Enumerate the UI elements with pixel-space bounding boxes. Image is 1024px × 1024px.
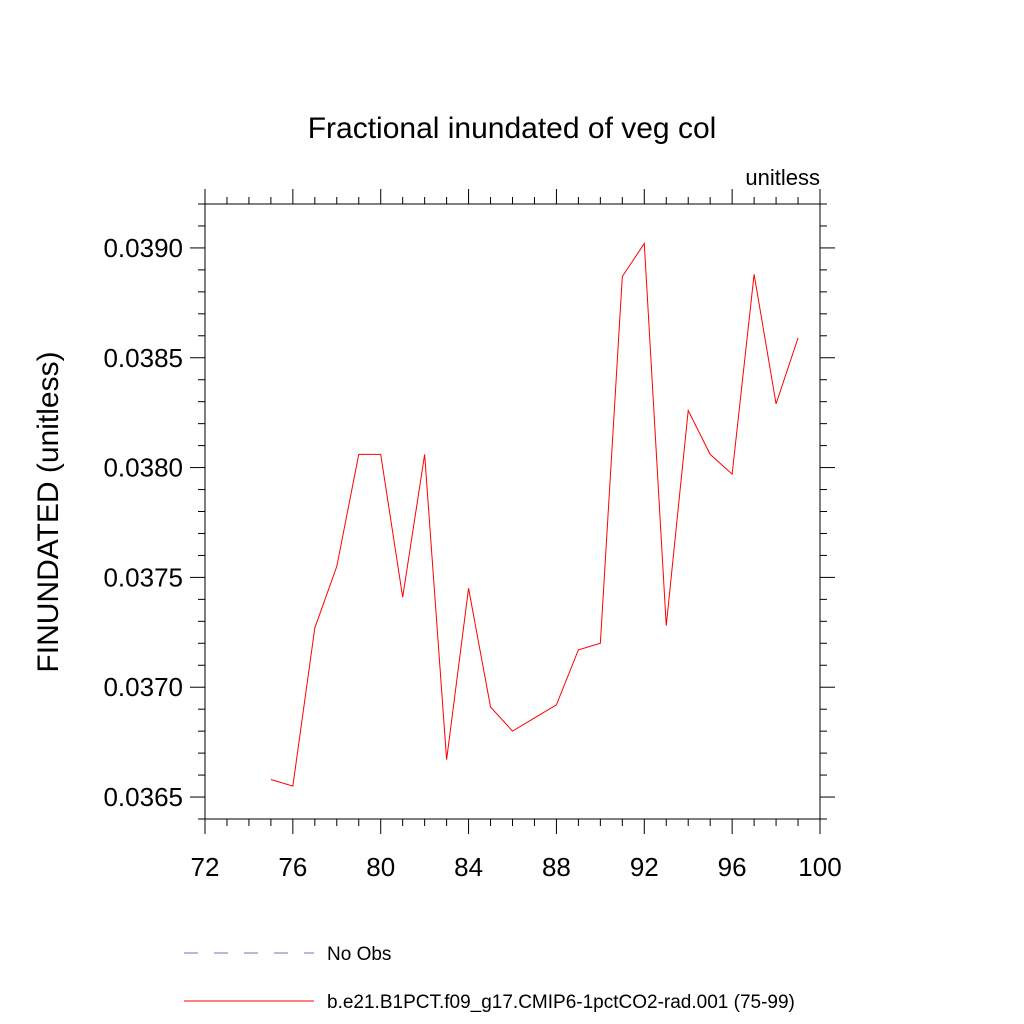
legend: No Obs b.e21.B1PCT.f09_g17.CMIP6-1pctCO2-… [184,944,795,1013]
x-tick-label: 72 [191,852,220,882]
y-tick-label: 0.0365 [103,782,183,812]
y-tick-labels: 0.0365 0.0370 0.0375 0.0380 0.0385 0.0390 [103,233,183,812]
y-axis-label: FINUNDATED (unitless) [32,351,65,672]
y-tick-label: 0.0390 [103,233,183,263]
x-tick-label: 84 [454,852,483,882]
x-tick-label: 96 [718,852,747,882]
x-tick-label: 80 [366,852,395,882]
x-tick-label: 88 [542,852,571,882]
x-tick-label: 92 [630,852,659,882]
series-lines [270,242,799,787]
x-tick-label: 100 [798,852,841,882]
legend-label: No Obs [327,944,391,965]
units-label: unitless [745,165,820,190]
y-tick-label: 0.0370 [103,672,183,702]
x-tick-labels: 72 76 80 84 88 92 96 100 [191,852,842,882]
plot-frame [204,203,821,820]
y-tick-label: 0.0385 [103,343,183,373]
y-tick-label: 0.0380 [103,453,183,483]
series-line [270,242,799,787]
axis-ticks [190,189,835,834]
legend-label: b.e21.B1PCT.f09_g17.CMIP6-1pctCO2-rad.00… [327,992,795,1013]
chart-title: Fractional inundated of veg col [308,112,717,145]
x-tick-label: 76 [278,852,307,882]
y-tick-label: 0.0375 [103,562,183,592]
